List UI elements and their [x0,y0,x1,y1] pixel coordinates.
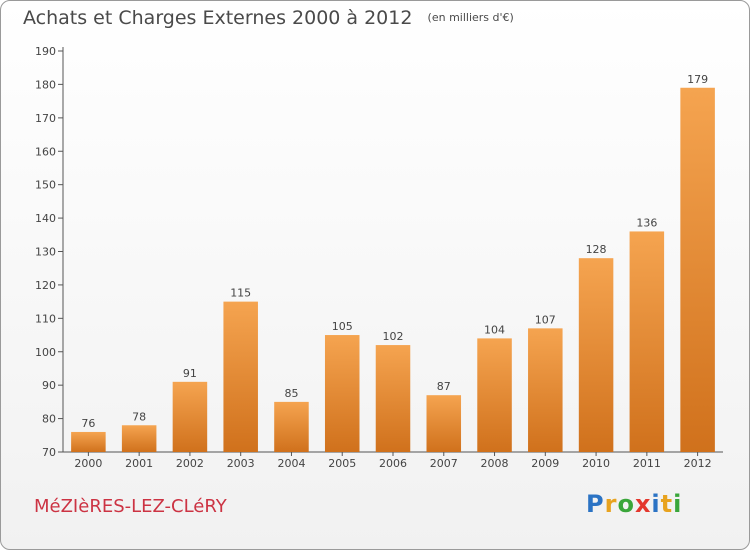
y-tick-label: 70 [42,446,56,459]
bar [375,345,411,452]
bar [680,87,715,452]
y-tick-label: 100 [35,346,56,359]
bar-value-label: 91 [183,367,197,380]
bar-value-label: 85 [284,387,298,400]
x-tick-label: 2004 [277,457,305,470]
bar-value-label: 115 [230,287,251,300]
bar [172,381,208,452]
logo-letter: r [604,490,618,518]
logo-letter: P [586,490,605,518]
y-tick-label: 130 [35,246,56,259]
chart-title: Achats et Charges Externes 2000 à 2012 [23,7,413,29]
logo-letter: i [673,490,683,518]
x-tick-label: 2007 [430,457,458,470]
bar-value-label: 136 [636,216,657,229]
x-tick-label: 2006 [379,457,407,470]
x-tick-label: 2011 [633,457,661,470]
commune-name: MéZIèRES-LEZ-CLéRY [34,496,227,517]
bar-value-label: 102 [383,330,404,343]
y-tick-label: 140 [35,212,56,225]
bar [223,301,258,452]
y-tick-label: 80 [42,413,56,426]
bar-value-label: 87 [437,380,451,393]
y-tick-label: 170 [35,112,56,125]
bar-value-label: 107 [535,313,556,326]
bar [121,425,157,452]
bar [477,338,512,452]
logo-letter: o [617,490,635,518]
logo-letter: t [660,490,674,518]
x-tick-label: 2001 [125,457,153,470]
bar [71,431,106,452]
bar [324,335,360,452]
bar [578,258,614,452]
x-tick-label: 2008 [481,457,509,470]
logo-letter: i [651,490,661,518]
bar-value-label: 78 [132,410,146,423]
bar [629,231,665,452]
bar [274,401,309,452]
chart-title-block: Achats et Charges Externes 2000 à 2012 (… [23,7,514,29]
bar [528,328,563,452]
bar [426,395,462,452]
y-tick-label: 190 [35,45,56,58]
x-tick-label: 2009 [531,457,559,470]
logo-letter: x [634,490,652,518]
x-tick-label: 2000 [74,457,102,470]
bar-value-label: 179 [687,73,708,86]
x-tick-label: 2010 [582,457,610,470]
bar-value-label: 128 [586,243,607,256]
bar-value-label: 104 [484,323,505,336]
bar-value-label: 76 [81,417,95,430]
x-tick-label: 2012 [684,457,712,470]
chart-subtitle: (en milliers d'€) [427,11,514,24]
y-tick-label: 90 [42,379,56,392]
bar-value-label: 105 [332,320,353,333]
y-tick-label: 160 [35,145,56,158]
chart-bars [71,87,715,452]
x-tick-label: 2002 [176,457,204,470]
x-tick-label: 2003 [227,457,255,470]
y-tick-label: 120 [35,279,56,292]
x-tick-label: 2005 [328,457,356,470]
chart-data-labels: 76 78 91 115 85 105 102 87 104 107 128 136 179 [81,73,708,430]
y-tick-label: 110 [35,312,56,325]
y-tick-label: 180 [35,78,56,91]
y-tick-label: 150 [35,179,56,192]
proxiti-logo: Proxiti [586,490,682,518]
